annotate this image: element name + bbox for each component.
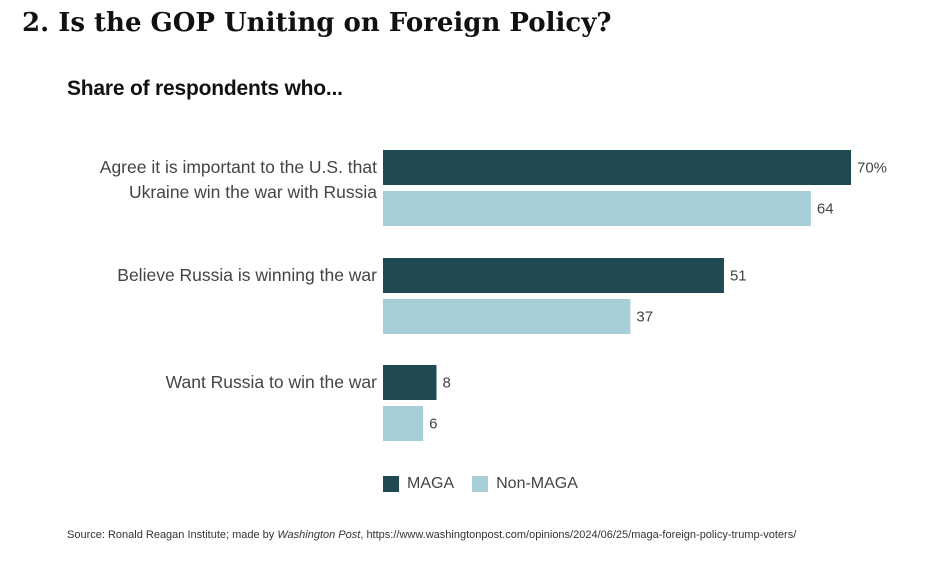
bar-chart: Agree it is important to the U.S. that Uk…	[100, 150, 887, 441]
category-label: Believe Russia is winning the war	[117, 265, 377, 285]
source-note: Source: Ronald Reagan Institute; made by…	[67, 529, 796, 541]
source-suffix: , https://www.washingtonpost.com/opinion…	[360, 529, 797, 541]
chart-legend: MAGA Non-MAGA	[383, 475, 586, 493]
bar-maga	[383, 258, 724, 293]
legend-swatch-non-maga	[472, 476, 489, 492]
category-label-line: Agree it is important to the U.S. that	[100, 157, 377, 177]
category-label-line: Want Russia to win the war	[166, 372, 378, 392]
source-prefix: Source: Ronald Reagan Institute; made by	[67, 529, 278, 541]
legend-item-maga: MAGA	[383, 475, 454, 493]
legend-label-non-maga: Non-MAGA	[496, 475, 578, 492]
data-label: 70%	[857, 160, 887, 177]
category-label-line: Ukraine win the war with Russia	[129, 182, 377, 202]
data-label: 6	[429, 416, 437, 433]
legend-label-maga: MAGA	[407, 475, 455, 492]
category-label-line: Believe Russia is winning the war	[117, 265, 377, 285]
bar-non-maga	[383, 299, 631, 334]
bar-non-maga	[383, 191, 811, 226]
data-label: 8	[442, 375, 450, 392]
legend-item-non-maga: Non-MAGA	[472, 475, 578, 493]
category-label: Agree it is important to the U.S. that Uk…	[100, 157, 377, 202]
data-label: 64	[817, 201, 834, 218]
chart-subtitle: Share of respondents who...	[67, 77, 343, 100]
bar-maga	[383, 150, 851, 185]
page-title: 2. Is the GOP Uniting on Foreign Policy?	[22, 8, 612, 38]
data-label: 37	[636, 309, 653, 326]
data-label: 51	[730, 268, 747, 285]
legend-swatch-maga	[383, 476, 399, 492]
bar-maga	[383, 365, 437, 400]
source-publisher: Washington Post	[277, 529, 361, 541]
category-label: Want Russia to win the war	[166, 372, 378, 392]
bar-non-maga	[383, 406, 424, 441]
